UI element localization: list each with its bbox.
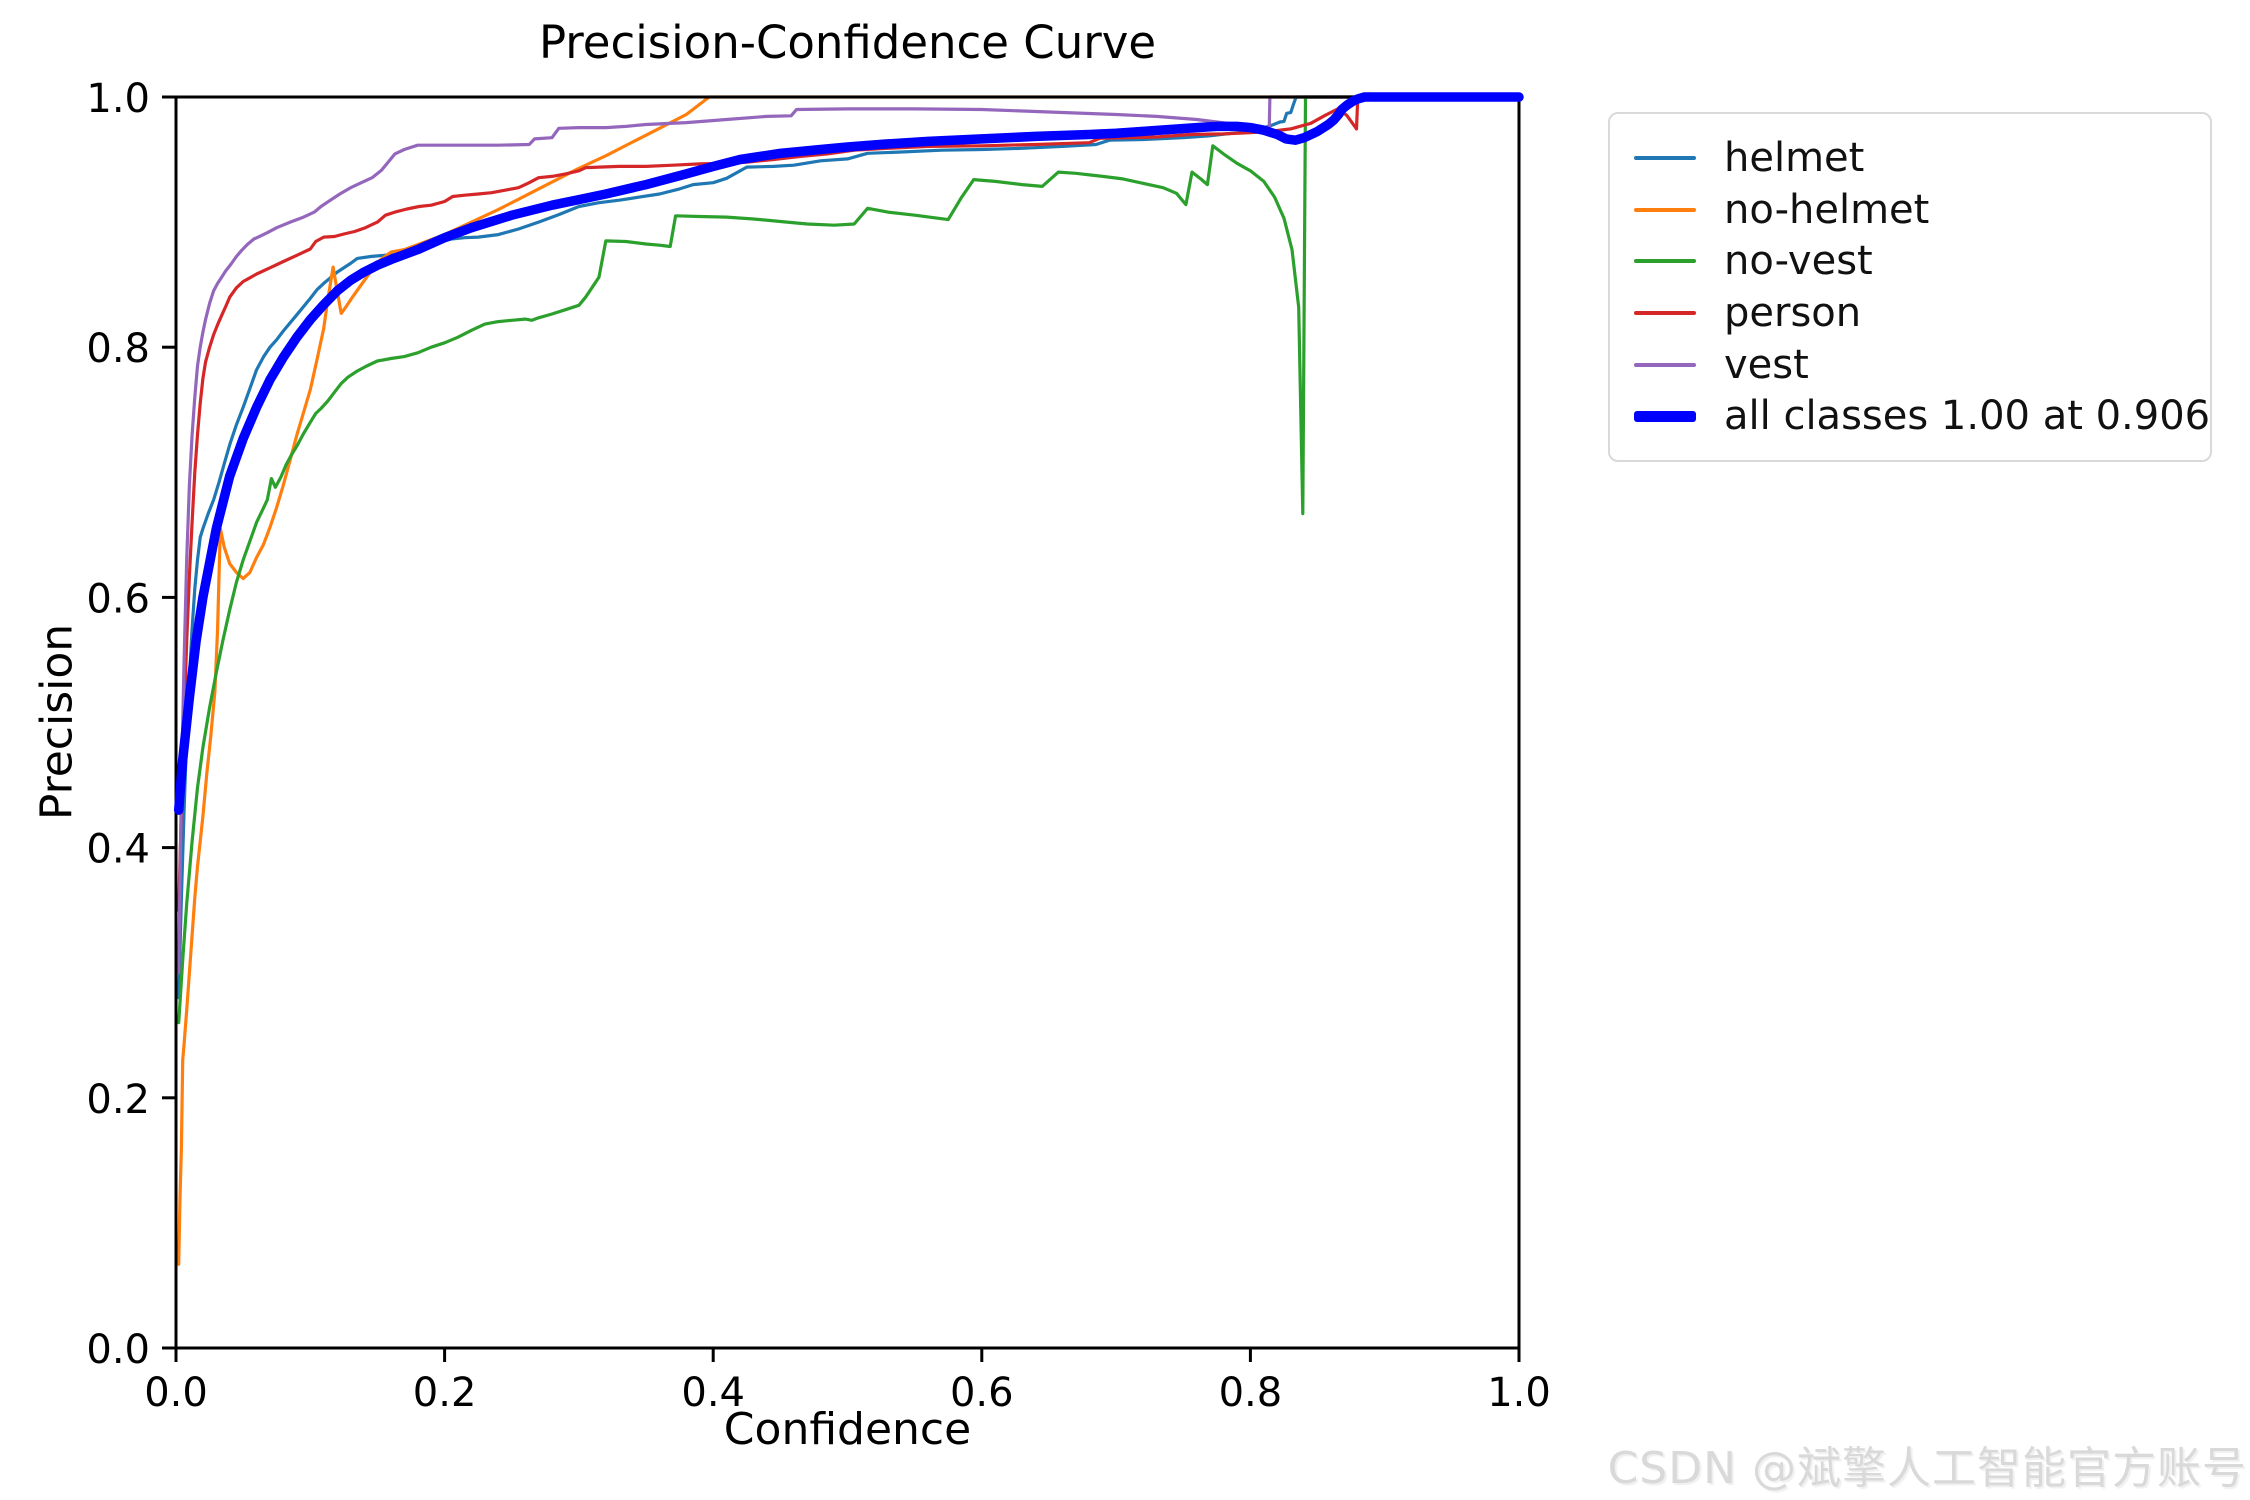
x-tick-label: 0.6 bbox=[950, 1370, 1014, 1416]
chart-title: Precision-Confidence Curve bbox=[538, 16, 1157, 69]
legend-line-sample bbox=[1634, 310, 1696, 315]
legend-line-sample bbox=[1634, 155, 1696, 160]
y-tick-label: 0.6 bbox=[86, 576, 150, 622]
legend-item-helmet[interactable]: helmet bbox=[1634, 132, 2186, 184]
legend-label: no-helmet bbox=[1724, 186, 1930, 233]
series-vest bbox=[177, 95, 1521, 975]
legend: helmet no-helmet no-vest person vest all clas… bbox=[1608, 112, 2212, 462]
legend-label: all classes 1.00 at 0.906 bbox=[1724, 393, 2211, 440]
y-tick-label: 0.8 bbox=[86, 326, 150, 372]
legend-item-no-helmet[interactable]: no-helmet bbox=[1634, 184, 2186, 236]
series-helmet bbox=[177, 95, 1521, 1000]
legend-label: no-vest bbox=[1724, 238, 1873, 285]
legend-item-no-vest[interactable]: no-vest bbox=[1634, 235, 2186, 287]
y-tick-label: 1.0 bbox=[86, 76, 150, 122]
legend-line-sample bbox=[1634, 410, 1696, 422]
watermark: CSDN @斌擎人工智能官方账号 bbox=[1607, 1443, 2247, 1494]
y-tick-label: 0.4 bbox=[86, 827, 150, 873]
legend-line-sample bbox=[1634, 362, 1696, 367]
y-tick-label: 0.2 bbox=[86, 1077, 150, 1123]
x-tick-label: 0.4 bbox=[681, 1370, 745, 1416]
legend-label: helmet bbox=[1724, 134, 1865, 181]
series-person bbox=[177, 95, 1521, 912]
legend-label: person bbox=[1724, 289, 1862, 336]
x-tick-label: 0.0 bbox=[144, 1370, 208, 1416]
y-tick-label: 0.0 bbox=[86, 1327, 150, 1373]
x-axis-label: Confidence bbox=[723, 1404, 972, 1455]
x-tick-label: 0.8 bbox=[1219, 1370, 1283, 1416]
series-all-classes bbox=[173, 92, 1524, 815]
series-no-vest bbox=[177, 95, 1521, 1025]
y-axis-label: Precision bbox=[31, 623, 83, 821]
plot-border bbox=[174, 95, 1521, 1350]
x-tick-label: 1.0 bbox=[1487, 1370, 1551, 1416]
legend-line-sample bbox=[1634, 259, 1696, 264]
legend-label: vest bbox=[1724, 341, 1809, 388]
legend-item-person[interactable]: person bbox=[1634, 287, 2186, 339]
legend-item-vest[interactable]: vest bbox=[1634, 339, 2186, 391]
x-tick-label: 0.2 bbox=[413, 1370, 477, 1416]
legend-line-sample bbox=[1634, 207, 1696, 212]
legend-item-all-classes[interactable]: all classes 1.00 at 0.906 bbox=[1634, 390, 2210, 442]
series-no-helmet bbox=[177, 95, 1521, 1266]
